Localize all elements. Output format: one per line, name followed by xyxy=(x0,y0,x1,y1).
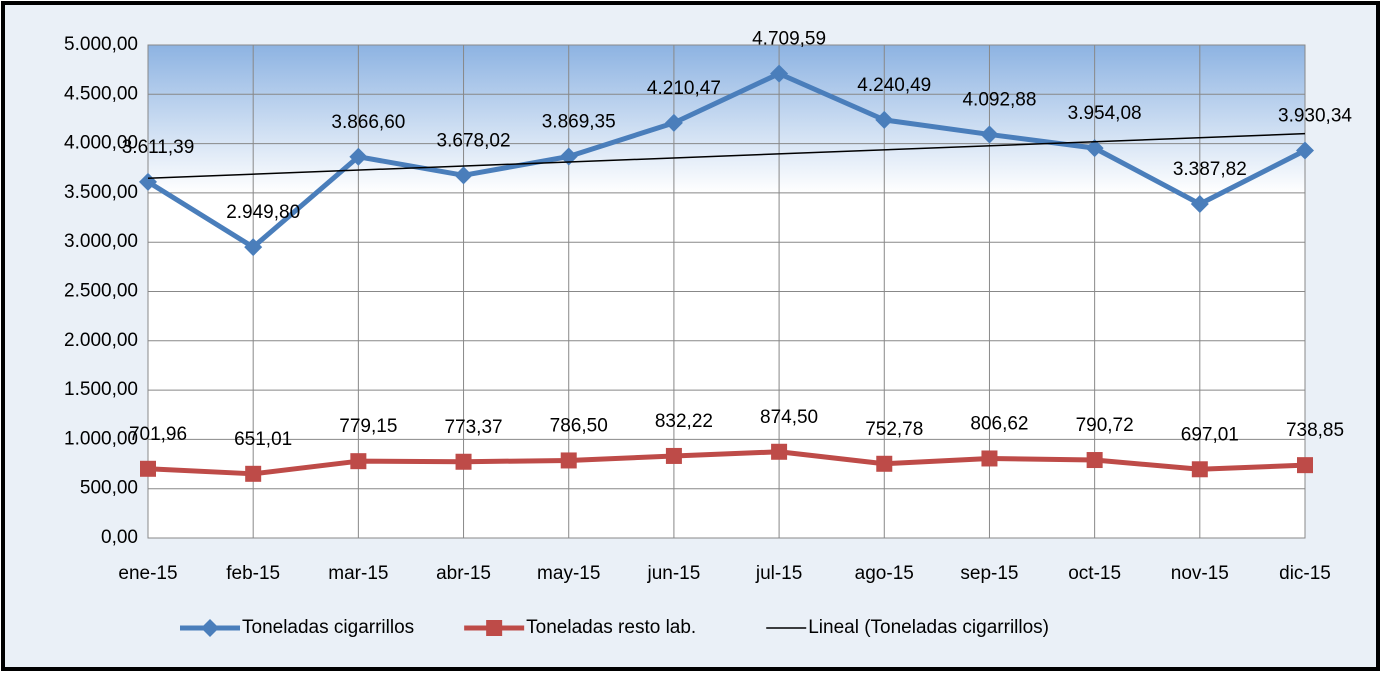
x-tick-label: mar-15 xyxy=(328,563,388,584)
legend-label: Lineal (Toneladas cigarrillos) xyxy=(808,617,1049,638)
legend-label: Toneladas resto lab. xyxy=(526,617,696,638)
legend-marker xyxy=(486,620,503,636)
data-label: 832,22 xyxy=(655,411,713,432)
data-label: 779,15 xyxy=(339,416,397,437)
series-line xyxy=(146,71,1307,250)
data-point xyxy=(1085,139,1104,158)
y-tick-label: 0,00 xyxy=(101,527,138,548)
data-point xyxy=(244,238,263,257)
data-point xyxy=(1086,452,1103,469)
data-point xyxy=(455,453,472,470)
data-point xyxy=(245,465,262,482)
x-tick-label: nov-15 xyxy=(1171,563,1229,584)
data-point xyxy=(140,460,156,477)
data-point xyxy=(454,166,473,185)
data-label: 4.709,59 xyxy=(752,29,826,50)
data-label: 3.954,08 xyxy=(1068,103,1142,124)
y-tick-label: 500,00 xyxy=(80,478,138,499)
y-tick-label: 2.500,00 xyxy=(64,281,138,302)
data-point xyxy=(981,450,998,467)
data-label: 4.092,88 xyxy=(962,89,1036,110)
x-tick-label: feb-15 xyxy=(226,563,280,584)
data-point xyxy=(349,147,368,166)
data-label: 790,72 xyxy=(1076,415,1134,436)
y-tick-label: 4.500,00 xyxy=(64,83,138,104)
y-tick-label: 1.000,00 xyxy=(64,428,138,449)
data-label: 697,01 xyxy=(1181,424,1239,445)
legend-label: Toneladas cigarrillos xyxy=(242,617,414,638)
data-label: 3.866,60 xyxy=(331,112,405,133)
x-tick-label: abr-15 xyxy=(436,563,491,584)
data-point xyxy=(559,147,578,166)
data-point xyxy=(1190,194,1209,213)
legend-marker xyxy=(201,619,219,637)
data-point xyxy=(875,110,894,129)
x-tick-label: ago-15 xyxy=(855,563,914,584)
data-point xyxy=(1297,457,1313,474)
data-label: 701,96 xyxy=(129,424,187,445)
data-label: 806,62 xyxy=(970,413,1028,434)
data-label: 3.869,35 xyxy=(542,111,616,132)
data-label: 3.611,39 xyxy=(122,137,195,158)
y-tick-label: 5.000,00 xyxy=(64,34,138,55)
trend-line xyxy=(147,132,1306,179)
data-label: 3.930,34 xyxy=(1278,105,1352,126)
y-tick-label: 2.000,00 xyxy=(64,330,138,351)
x-tick-label: may-15 xyxy=(537,563,600,584)
data-point xyxy=(1191,461,1208,478)
data-label: 2.949,80 xyxy=(226,202,300,223)
data-label: 3.387,82 xyxy=(1173,159,1247,180)
data-point xyxy=(350,453,367,470)
data-label: 4.210,47 xyxy=(647,78,721,99)
data-label: 752,78 xyxy=(865,419,923,440)
x-tick-label: sep-15 xyxy=(960,563,1018,584)
y-tick-label: 4.000,00 xyxy=(64,133,138,154)
y-tick-label: 3.000,00 xyxy=(64,231,138,252)
x-tick-label: oct-15 xyxy=(1068,563,1121,584)
data-label: 738,85 xyxy=(1286,420,1344,441)
data-point xyxy=(560,452,577,469)
x-tick-label: jun-15 xyxy=(646,563,700,584)
series-line xyxy=(147,449,1306,477)
x-tick-label: ene-15 xyxy=(118,563,177,584)
data-point xyxy=(664,113,683,132)
data-label: 786,50 xyxy=(550,415,608,436)
data-label: 3.678,02 xyxy=(437,130,511,151)
data-point xyxy=(876,455,893,472)
data-label: 773,37 xyxy=(444,417,502,438)
data-point xyxy=(1296,141,1314,160)
y-tick-label: 3.500,00 xyxy=(64,182,138,203)
data-label: 4.240,49 xyxy=(857,75,931,96)
x-tick-label: dic-15 xyxy=(1279,563,1331,584)
data-point xyxy=(770,64,789,83)
data-point xyxy=(665,447,682,464)
x-tick-label: jul-15 xyxy=(755,563,802,584)
data-label: 651,01 xyxy=(234,429,292,450)
data-label: 874,50 xyxy=(760,407,818,428)
y-tick-label: 1.500,00 xyxy=(64,379,138,400)
data-point xyxy=(771,443,788,460)
data-point xyxy=(980,125,999,144)
